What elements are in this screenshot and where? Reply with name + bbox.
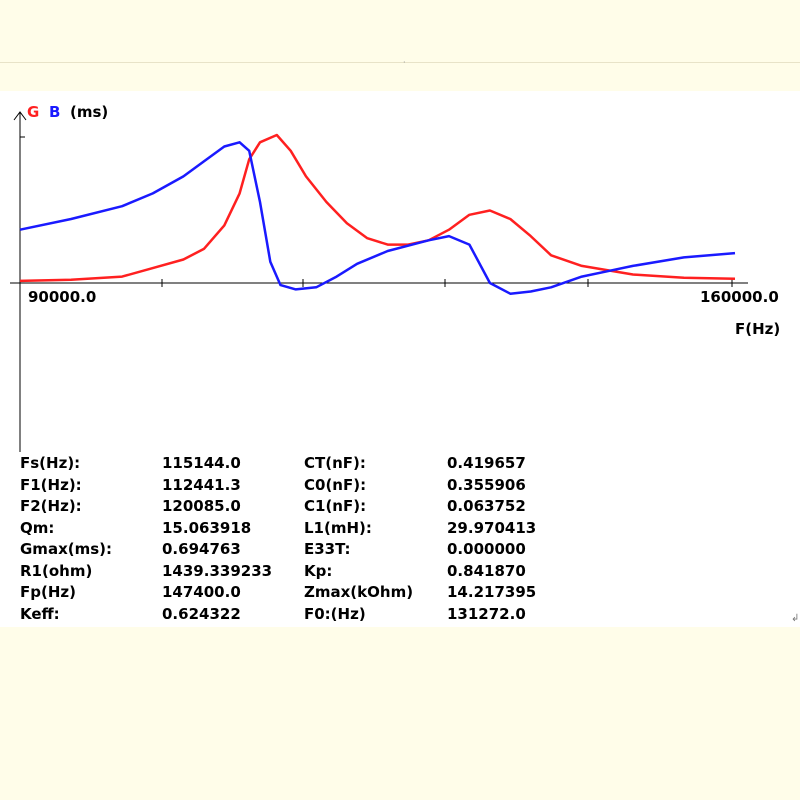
param-key: Gmax(ms): (20, 540, 113, 558)
param-value: 0.000000 (447, 540, 526, 558)
curves (19, 133, 736, 295)
param-value: 147400.0 (162, 583, 241, 601)
param-value: 115144.0 (162, 454, 241, 472)
param-key: F1(Hz): (20, 475, 82, 494)
chart-panel (0, 91, 800, 627)
x-axis-label: F(Hz) (735, 320, 781, 338)
param-key: Fp(Hz) (20, 583, 76, 601)
param-value: 0.355906 (447, 475, 526, 494)
param-value: 131272.0 (447, 604, 526, 623)
series-line-b (19, 141, 736, 295)
edge-arrow-icon: ↲ (791, 613, 800, 624)
param-key: Zmax(kOhm) (304, 583, 414, 601)
x-tick-min: 90000.0 (28, 288, 97, 306)
legend-g-label: G (27, 103, 40, 121)
param-key: F0:(Hz) (304, 604, 366, 623)
param-value: 0.694763 (162, 540, 241, 558)
legend-g: G (27, 103, 39, 121)
param-key: Kp: (304, 561, 333, 580)
param-value: 1439.339233 (162, 561, 273, 580)
y-axis-arrow (13, 111, 27, 121)
chart-area (10, 111, 748, 452)
param-key: C1(nF): (304, 497, 367, 515)
legend-b-label: B (49, 103, 61, 121)
param-value: 120085.0 (162, 497, 241, 515)
param-key: Keff: (20, 604, 60, 623)
axes (10, 111, 748, 452)
param-value: 0.063752 (447, 497, 526, 515)
stray-dot: · (403, 58, 406, 67)
x-tick-max: 160000.0 (700, 288, 779, 306)
param-value: 29.970413 (447, 518, 537, 537)
param-key: Qm: (20, 518, 55, 537)
param-key: E33T: (304, 540, 351, 558)
top-divider (0, 62, 800, 63)
param-value: 0.841870 (447, 561, 526, 580)
param-key: CT(nF): (304, 454, 366, 472)
series-line-g (19, 133, 736, 283)
param-value: 112441.3 (162, 475, 241, 494)
param-key: F2(Hz): (20, 497, 82, 515)
param-value: 14.217395 (447, 583, 537, 601)
param-key: R1(ohm) (20, 561, 93, 580)
param-key: C0(nF): (304, 475, 367, 494)
param-value: 0.419657 (447, 454, 526, 472)
param-key: L1(mH): (304, 518, 372, 537)
legend-b: B (49, 103, 60, 121)
param-key: Fs(Hz): (20, 454, 81, 472)
param-value: 0.624322 (162, 604, 241, 623)
y-unit-label: (ms) (70, 103, 109, 121)
param-value: 15.063918 (162, 518, 252, 537)
